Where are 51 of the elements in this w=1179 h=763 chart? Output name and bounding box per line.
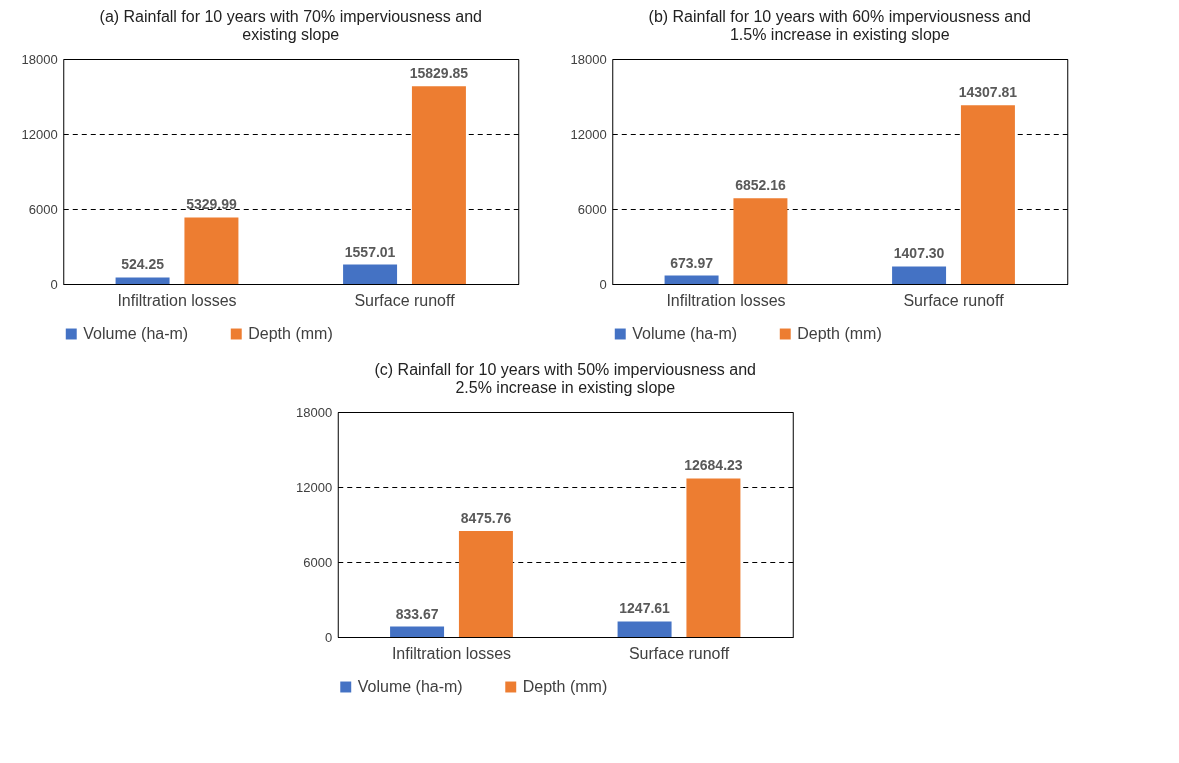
chart-title: (c) Rainfall for 10 years with 50% imperviousness and 2.5% increase in existing slope [374, 361, 756, 396]
x-tick-label: Infiltration losses [117, 291, 237, 309]
y-tick-label: 6000 [28, 201, 58, 217]
bar [960, 105, 1015, 284]
bar [892, 266, 947, 284]
data-label: 12684.23 [684, 457, 743, 474]
data-label: 5329.99 [186, 196, 237, 213]
bar [664, 275, 719, 284]
y-tick-label: 6000 [303, 554, 333, 570]
legend-label: Depth (mm) [797, 325, 882, 342]
data-label: 14307.81 [958, 84, 1018, 101]
y-tick-label: 12000 [296, 479, 333, 495]
bar [411, 86, 466, 284]
x-tick-label: Infiltration losses [391, 644, 512, 662]
data-label: 524.25 [121, 256, 165, 273]
legend-label: Volume (ha-m) [357, 678, 463, 695]
data-label: 1557.01 [344, 243, 396, 260]
x-tick-label: Surface runoff [628, 644, 730, 662]
bar [733, 198, 788, 284]
legend-label: Depth (mm) [248, 325, 333, 342]
bar [617, 621, 672, 637]
data-label: 1247.61 [619, 600, 671, 617]
chart-title: (a) Rainfall for 10 years with 70% imperviousness and existing slope [99, 8, 482, 43]
y-tick-label: 12000 [570, 126, 607, 142]
x-tick-label: Infiltration losses [666, 291, 786, 309]
legend-label: Depth (mm) [522, 678, 608, 695]
x-tick-label: Surface runoff [903, 291, 1005, 309]
data-label: 8475.76 [460, 510, 512, 527]
legend-label: Volume (ha-m) [83, 325, 189, 342]
legend-label: Volume (ha-m) [632, 325, 738, 342]
chart-title: (b) Rainfall for 10 years with 60% imperviousness and 1.5% increase in existing slope [648, 8, 1031, 43]
data-label: 15829.85 [409, 65, 469, 82]
bar [184, 217, 239, 284]
data-label: 6852.16 [735, 177, 786, 194]
bar [115, 277, 170, 284]
data-label: 673.97 [670, 254, 714, 271]
bar [458, 531, 513, 637]
data-label: 1407.30 [893, 245, 945, 262]
y-tick-label: 0 [50, 276, 58, 292]
bar [686, 478, 741, 637]
y-tick-label: 0 [599, 276, 607, 292]
bar [343, 264, 398, 284]
bar [390, 626, 445, 637]
x-tick-label: Surface runoff [354, 291, 456, 309]
y-tick-label: 18000 [296, 404, 333, 420]
y-tick-label: 6000 [577, 201, 607, 217]
y-tick-label: 18000 [570, 51, 607, 67]
data-label: 833.67 [395, 605, 439, 622]
y-tick-label: 18000 [21, 51, 58, 67]
y-tick-label: 0 [325, 629, 333, 645]
y-tick-label: 12000 [21, 126, 58, 142]
